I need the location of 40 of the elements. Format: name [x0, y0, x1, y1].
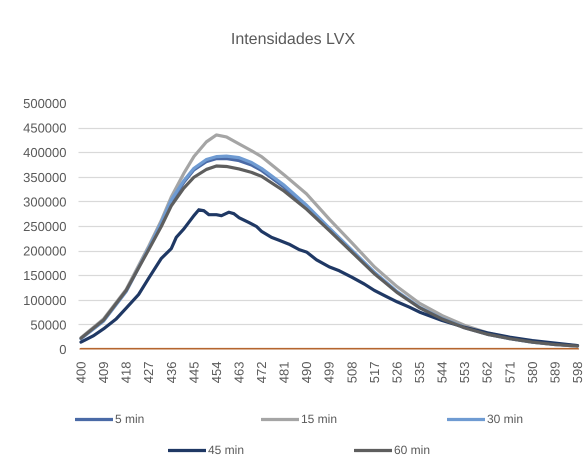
y-tick-label: 150000 — [23, 268, 67, 284]
x-tick-label: 499 — [322, 361, 337, 384]
x-tick-label: 436 — [164, 361, 179, 384]
y-tick-label: 100000 — [23, 292, 67, 308]
legend-label: 15 min — [301, 412, 338, 426]
x-tick-label: 454 — [208, 361, 224, 384]
y-tick-label: 300000 — [23, 194, 67, 210]
y-tick-label: 50000 — [30, 317, 67, 332]
chart-title: Intensidades LVX — [230, 31, 356, 49]
x-tick-label: 463 — [231, 361, 246, 384]
x-tick-label: 562 — [480, 361, 495, 384]
x-tick-label: 553 — [457, 361, 472, 384]
x-tick-label: 535 — [412, 361, 428, 384]
x-tick-label: 490 — [299, 361, 314, 384]
y-tick-label: 450000 — [23, 120, 67, 136]
x-tick-label: 508 — [344, 361, 360, 384]
x-tick-label: 571 — [502, 361, 518, 384]
x-tick-label: 481 — [276, 361, 292, 384]
x-tick-label: 598 — [570, 361, 585, 384]
x-tick-label: 580 — [524, 361, 540, 384]
x-tick-label: 409 — [96, 361, 112, 384]
x-tick-label: 589 — [547, 361, 562, 384]
y-tick-label: 200000 — [23, 244, 67, 259]
legend-label: 45 min — [208, 443, 246, 457]
legend-label: 60 min — [394, 443, 432, 457]
x-tick-label: 517 — [366, 361, 382, 384]
x-tick-label: 427 — [141, 361, 156, 384]
y-tick-label: 0 — [59, 342, 67, 357]
y-tick-label: 250000 — [23, 219, 67, 234]
x-tick-label: 526 — [389, 361, 404, 384]
y-tick-label: 350000 — [23, 170, 67, 185]
legend-label: 30 min — [487, 412, 524, 426]
legend-label: 5 min — [115, 412, 146, 426]
y-tick-label: 500000 — [23, 96, 67, 111]
x-tick-label: 418 — [118, 361, 134, 384]
x-tick-label: 445 — [186, 361, 202, 384]
y-tick-label: 400000 — [23, 145, 67, 160]
x-tick-label: 400 — [74, 361, 89, 384]
x-tick-label: 472 — [254, 361, 270, 384]
x-tick-label: 544 — [434, 361, 450, 384]
